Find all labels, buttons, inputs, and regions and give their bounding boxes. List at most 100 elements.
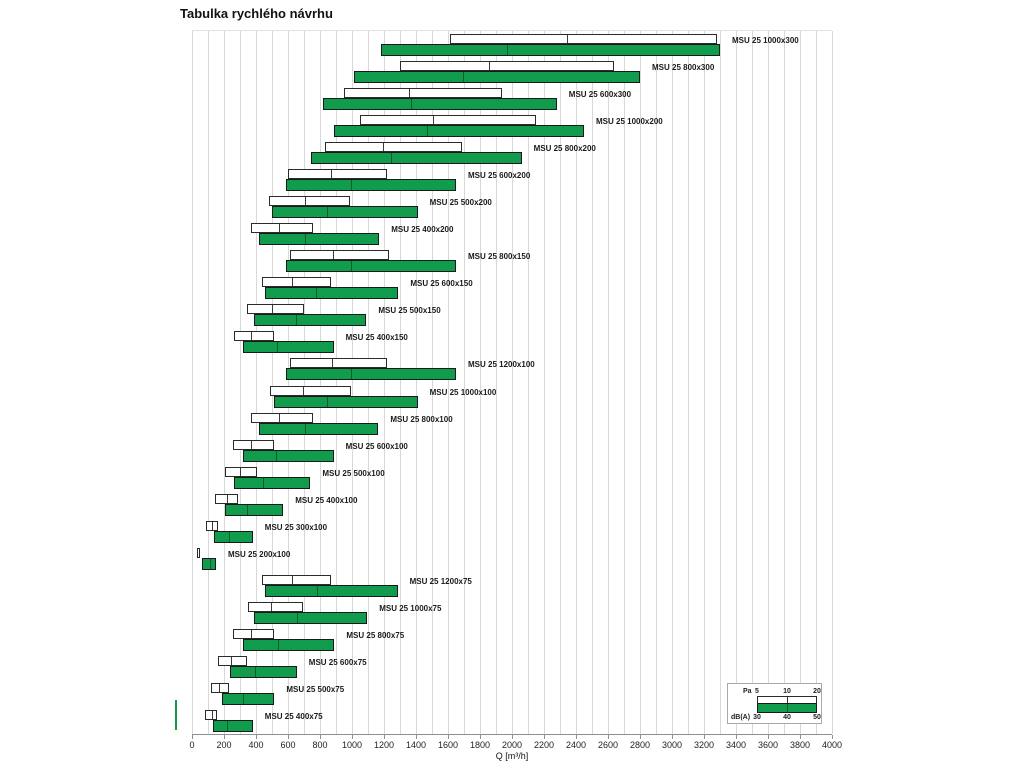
dba-bar-divider: [276, 450, 278, 461]
legend-dba-tick: 30: [753, 714, 761, 721]
dba-bar-divider: [327, 207, 329, 218]
legend-dba-tick: 40: [783, 714, 791, 721]
pa-bar: [233, 331, 275, 342]
pa-bar: [449, 34, 717, 44]
gridline: [224, 31, 225, 734]
gridline: [432, 31, 433, 734]
x-axis-tick: [576, 735, 577, 739]
legend-dba-tick: 50: [813, 714, 821, 721]
dba-bar-divider: [227, 720, 229, 731]
dba-bar: [243, 341, 334, 354]
row-label: MSU 25 600x75: [308, 657, 367, 667]
x-axis-tick-label: 3400: [725, 740, 747, 750]
x-axis-tick: [384, 735, 385, 739]
gridline: [368, 31, 369, 734]
gridline: [288, 31, 289, 734]
gridline: [352, 31, 353, 734]
pa-bar-divider: [272, 305, 274, 314]
x-axis-tick: [608, 735, 609, 739]
row-label: MSU 25 500x75: [286, 684, 345, 694]
gridline: [592, 31, 593, 734]
pa-bar-divider: [212, 521, 214, 530]
dba-bar-divider: [327, 396, 329, 407]
x-axis-tick-label: 0: [189, 740, 195, 750]
pa-bar-divider: [332, 359, 334, 368]
dba-bar-divider: [247, 504, 249, 515]
x-axis-tick: [224, 735, 225, 739]
pa-bar-divider: [567, 35, 569, 43]
x-axis-tick: [288, 735, 289, 739]
x-axis-tick-label: 2400: [565, 740, 587, 750]
pa-bar-divider: [304, 197, 306, 206]
plot-area: 0 200 400 600 800 1000 1200 1400 1600 1800 2000 220…: [189, 30, 842, 750]
dba-bar: [233, 476, 311, 489]
x-axis-tick-label: 600: [280, 740, 296, 750]
pa-bar-divider: [240, 467, 242, 476]
pa-bar-divider: [433, 116, 434, 125]
row-label: MSU 25 1000x200: [596, 117, 663, 127]
dba-bar-divider: [296, 315, 298, 326]
x-axis-tick-label: 4000: [821, 740, 843, 750]
pa-bar-divider: [332, 251, 334, 260]
row-label: MSU 25 500x150: [378, 306, 441, 316]
gridline: [240, 31, 241, 734]
dba-bar: [253, 314, 367, 327]
x-axis-tick-label: 2600: [597, 740, 619, 750]
x-axis-tick-label: 400: [248, 740, 264, 750]
row-label: MSU 25 600x200: [468, 171, 531, 181]
row-label: MSU 25 400x150: [345, 333, 408, 343]
pa-bar: [251, 412, 313, 423]
legend-dba-divider: [787, 704, 788, 712]
gridline: [784, 31, 785, 734]
dba-bar-divider: [350, 261, 352, 272]
gridline: [272, 31, 273, 734]
pa-bar-divider: [292, 575, 294, 584]
row-label: MSU 25 800x100: [390, 414, 453, 424]
dba-bar-divider: [263, 477, 265, 488]
pa-bar-divider: [226, 494, 228, 503]
pa-bar-divider: [382, 143, 384, 152]
x-axis-tick-label: 1800: [469, 740, 491, 750]
dba-bar: [286, 368, 456, 381]
dba-bar-divider: [351, 180, 353, 191]
dba-bar: [259, 233, 380, 246]
dba-bar-divider: [350, 369, 352, 380]
pa-bar: [211, 682, 229, 693]
gridline: [336, 31, 337, 734]
x-axis-tick: [256, 735, 257, 739]
row-label: MSU 25 1000x300: [732, 36, 799, 45]
dba-bar: [243, 449, 334, 462]
pa-bar-divider: [271, 602, 273, 611]
dba-bar: [264, 584, 398, 597]
dba-bar: [334, 125, 584, 138]
x-axis-tick: [320, 735, 321, 739]
dba-bar-divider: [296, 612, 298, 623]
pa-bar: [205, 520, 219, 531]
pa-bar: [289, 250, 389, 261]
dba-bar-divider: [277, 639, 279, 650]
x-axis-tick: [416, 735, 417, 739]
dba-bar: [272, 206, 418, 219]
x-axis-tick: [480, 735, 481, 739]
gridline: [400, 31, 401, 734]
x-axis-tick: [512, 735, 513, 739]
dba-bar-divider: [316, 585, 318, 596]
gridline: [816, 31, 817, 734]
x-axis-tick-label: 1000: [341, 740, 363, 750]
pa-bar-divider: [212, 710, 214, 719]
pa-bar: [248, 601, 304, 612]
gridline: [320, 31, 321, 734]
gridline: [496, 31, 497, 734]
gridline: [208, 31, 209, 734]
gridline: [480, 31, 481, 734]
x-axis-tick: [544, 735, 545, 739]
legend-pa-divider: [787, 697, 788, 703]
pa-bar-divider: [251, 440, 253, 449]
dba-bar-divider: [463, 72, 465, 83]
x-axis-tick-label: 200: [216, 740, 232, 750]
gridline: [544, 31, 545, 734]
gridline: [800, 31, 801, 734]
row-label: MSU 25 400x200: [391, 225, 454, 235]
gridline: [528, 31, 529, 734]
